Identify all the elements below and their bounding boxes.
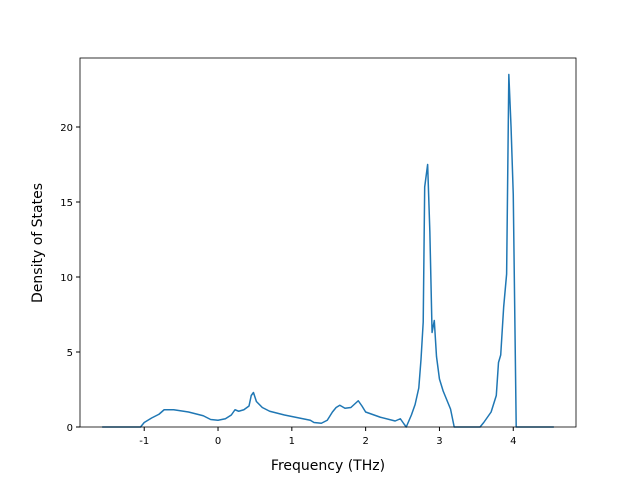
x-tick-label: 3 bbox=[436, 436, 442, 447]
line-series bbox=[102, 73, 554, 428]
y-tick-label: 20 bbox=[60, 123, 73, 134]
plot-frame bbox=[79, 57, 577, 428]
y-tick-label: 10 bbox=[60, 273, 73, 284]
x-tick-label: 0 bbox=[215, 436, 221, 447]
x-tick-label: 4 bbox=[510, 436, 516, 447]
y-tick-label: 5 bbox=[67, 348, 73, 359]
y-axis-label: Density of States bbox=[30, 183, 46, 303]
y-tick-label: 0 bbox=[67, 423, 73, 434]
x-tick-label: 2 bbox=[362, 436, 368, 447]
x-tick-label: -1 bbox=[139, 436, 149, 447]
y-tick-label: 15 bbox=[60, 198, 73, 209]
x-tick-label: 1 bbox=[289, 436, 295, 447]
x-axis-label: Frequency (THz) bbox=[271, 458, 385, 474]
